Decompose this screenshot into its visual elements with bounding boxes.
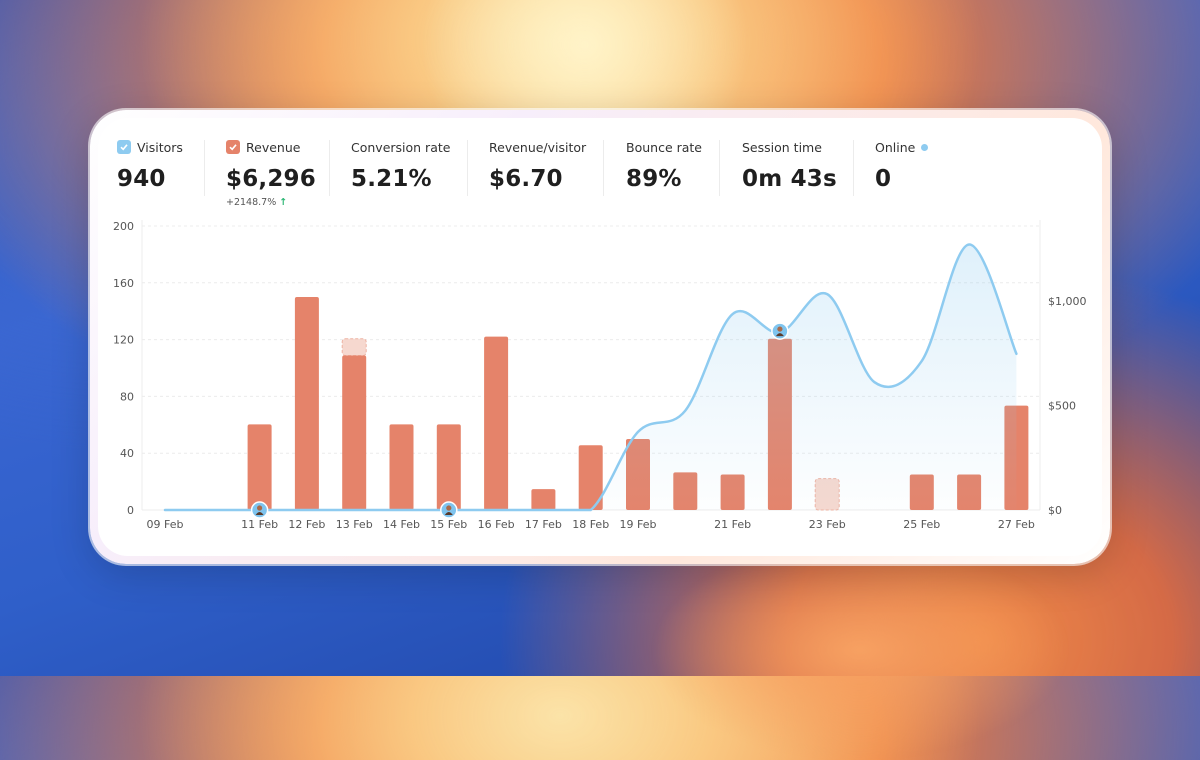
online-value: 0 [875,166,892,192]
conversion-value: 5.21% [351,166,432,192]
stat-bounce[interactable]: Bounce rate 89% [626,138,702,193]
stat-session[interactable]: Session time 0m 43s [742,138,837,193]
stats-bar: Visitors 940 Revenue $6,296 +2148.7% ↑ C… [98,118,1102,218]
x-tick-label: 11 Feb [241,518,278,531]
bounce-value: 89% [626,166,682,192]
x-tick-label: 27 Feb [998,518,1035,531]
y-left-tick-label: 200 [113,220,134,233]
y-left-tick-label: 0 [127,504,134,517]
x-tick-label: 19 Feb [620,518,657,531]
online-status-icon [921,143,929,151]
y-left-tick-label: 160 [113,277,134,290]
visitor-avatar-icon[interactable] [440,501,458,519]
visitor-avatar-icon[interactable] [771,322,789,340]
visitors-label: Visitors [137,139,183,155]
stat-revenue[interactable]: Revenue $6,296 +2148.7% ↑ [226,138,316,208]
revenue-bar[interactable] [342,355,367,510]
stat-online[interactable]: Online 0 [875,138,929,192]
visitors-checkbox-icon[interactable] [117,140,131,154]
revenue-label: Revenue [246,139,301,155]
x-tick-label: 17 Feb [525,518,562,531]
y-left-tick-label: 40 [120,447,134,460]
stat-revenue-per-visitor[interactable]: Revenue/visitor $6.70 [489,138,587,193]
visitors-revenue-chart[interactable]: 0 40 80 120 160 200 $0 $500 $1,000 09 Feb 11 Feb 12… [98,118,1102,556]
visitors-line[interactable] [163,243,1018,512]
visitor-avatar-icon[interactable] [250,501,269,519]
x-tick-label: 18 Feb [572,518,609,531]
online-label: Online [875,139,916,155]
revenue-change: +2148.7% ↑ [226,197,316,208]
revenue-pending-bar[interactable] [341,338,367,356]
stat-divider [719,140,720,196]
revenue-bar[interactable] [531,489,556,510]
revenue-bar[interactable] [389,424,414,510]
visitors-value: 940 [117,166,166,192]
y-right-tick-label: $500 [1048,400,1076,413]
stat-divider [467,140,468,196]
stat-divider [603,140,604,196]
x-tick-label: 21 Feb [714,518,751,531]
conversion-label: Conversion rate [351,139,451,155]
session-value: 0m 43s [742,166,837,192]
y-right-tick-label: $1,000 [1048,295,1087,308]
stat-conversion[interactable]: Conversion rate 5.21% [351,138,451,193]
stat-divider [329,140,330,196]
revenue-per-visitor-value: $6.70 [489,166,563,192]
stat-divider [853,140,854,196]
x-tick-label: 12 Feb [288,518,325,531]
y-right-tick-label: $0 [1048,504,1062,517]
stat-visitors[interactable]: Visitors 940 [117,138,183,192]
x-tick-label: 14 Feb [383,518,420,531]
x-tick-label: 25 Feb [903,518,940,531]
x-tick-label: 09 Feb [147,518,184,531]
revenue-bar[interactable] [578,445,603,510]
revenue-bar[interactable] [436,424,461,510]
revenue-checkbox-icon[interactable] [226,140,240,154]
x-tick-label: 16 Feb [478,518,515,531]
revenue-bar[interactable] [294,297,319,510]
revenue-bar[interactable] [247,424,272,510]
session-label: Session time [742,139,822,155]
y-left-tick-label: 120 [113,334,134,347]
trend-up-icon: ↑ [279,197,288,208]
revenue-bar[interactable] [484,336,509,510]
revenue-change-value: +2148.7% [226,197,277,208]
background-ray [650,540,1070,760]
x-tick-label: 13 Feb [336,518,373,531]
x-tick-label: 23 Feb [809,518,846,531]
bounce-label: Bounce rate [626,139,702,155]
revenue-value: $6,296 [226,166,316,192]
y-left-tick-label: 80 [120,390,134,403]
x-tick-label: 15 Feb [430,518,467,531]
revenue-per-visitor-label: Revenue/visitor [489,139,587,155]
stat-divider [204,140,205,196]
analytics-card: Visitors 940 Revenue $6,296 +2148.7% ↑ C… [98,118,1102,556]
